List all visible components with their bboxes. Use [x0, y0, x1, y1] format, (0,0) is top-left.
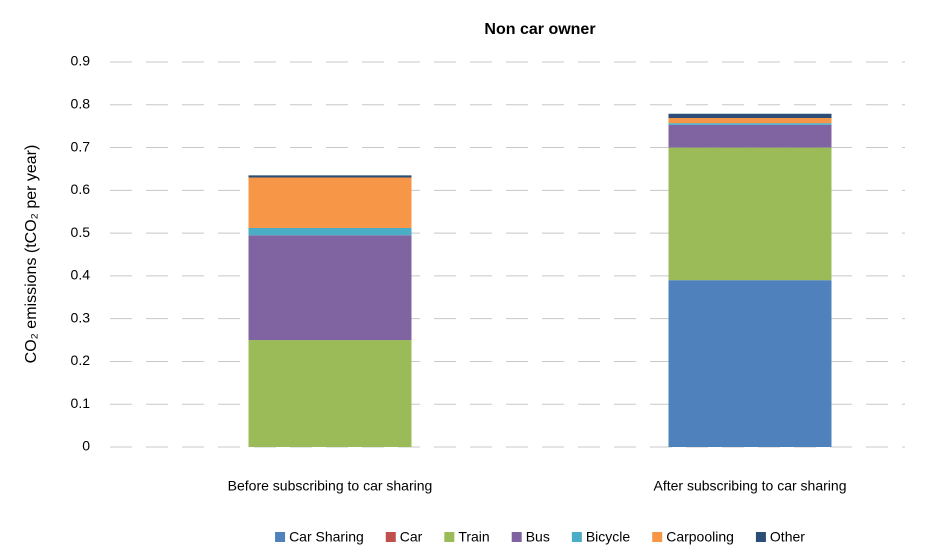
- bar-segment: [248, 175, 412, 178]
- bar-segment: [248, 235, 412, 341]
- bar-segment: [668, 124, 832, 148]
- y-tick-label: 0: [82, 438, 90, 454]
- legend-label: Bus: [526, 529, 550, 545]
- bar-segment: [248, 340, 412, 447]
- legend-swatch: [571, 532, 582, 542]
- y-tick-label: 0.9: [71, 53, 91, 69]
- bar-segment: [248, 177, 412, 228]
- legend-label: Train: [458, 529, 489, 545]
- y-tick-label: 0.3: [71, 309, 91, 325]
- y-axis-label: CO₂ emissions (tCO₂ per year): [23, 145, 40, 364]
- y-tick-label: 0.5: [71, 224, 91, 240]
- legend-label: Car Sharing: [289, 529, 364, 545]
- bar-segment: [668, 123, 832, 125]
- legend-swatch: [652, 532, 663, 542]
- legend-label: Carpooling: [666, 529, 734, 545]
- bar-segment: [668, 118, 832, 124]
- y-tick-label: 0.7: [71, 138, 91, 154]
- legend-label: Bicycle: [586, 529, 631, 545]
- bar-segment: [248, 227, 412, 236]
- legend-swatch: [385, 532, 396, 542]
- bar-segment: [668, 147, 832, 281]
- bar-segment: [668, 280, 832, 447]
- x-tick-label: After subscribing to car sharing: [654, 478, 847, 494]
- y-tick-label: 0.2: [71, 352, 91, 368]
- legend-label: Other: [770, 529, 805, 545]
- x-tick-label: Before subscribing to car sharing: [228, 478, 433, 494]
- legend-swatch: [444, 532, 455, 542]
- y-tick-label: 0.6: [71, 181, 91, 197]
- y-tick-label: 0.4: [71, 267, 91, 283]
- chart-title: Non car owner: [484, 21, 595, 38]
- y-tick-label: 0.8: [71, 95, 91, 111]
- legend-swatch: [275, 532, 286, 542]
- legend-swatch: [755, 532, 766, 542]
- bar-segment: [668, 113, 832, 119]
- legend-swatch: [511, 532, 522, 542]
- legend-label: Car: [400, 529, 423, 545]
- y-tick-label: 0.1: [71, 395, 91, 411]
